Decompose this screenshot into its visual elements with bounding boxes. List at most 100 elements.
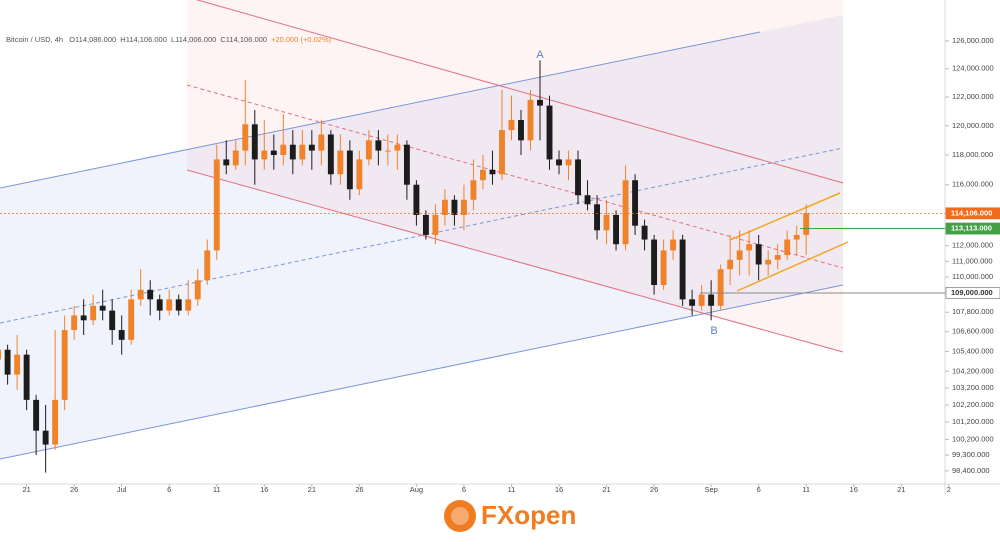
y-tick-label: 103,200.000 bbox=[952, 383, 994, 392]
candle-body bbox=[717, 269, 724, 306]
symbol: Bitcoin / USD, 4h bbox=[6, 35, 63, 44]
x-tick-label: 21 bbox=[897, 485, 905, 494]
y-tick-label: 107,800.000 bbox=[952, 307, 994, 316]
candle-body bbox=[403, 144, 410, 185]
y-tick-label: 126,000.000 bbox=[952, 36, 994, 45]
candle-body bbox=[308, 144, 315, 151]
annotation: B bbox=[710, 325, 717, 337]
candle-body bbox=[147, 289, 154, 300]
y-tick-label: 122,000.000 bbox=[952, 92, 994, 101]
red-channel-lower bbox=[186, 169, 844, 353]
y-tick-label: 101,200.000 bbox=[952, 417, 994, 426]
candle-body bbox=[784, 239, 791, 256]
candle-body bbox=[584, 195, 591, 205]
candle-body bbox=[727, 259, 734, 270]
candle-body bbox=[128, 299, 135, 340]
candle-body bbox=[156, 299, 163, 311]
annotation: A bbox=[536, 49, 544, 61]
candle-body bbox=[261, 150, 268, 160]
red-channel-mid bbox=[186, 84, 844, 269]
y-tick-label: 120,000.000 bbox=[952, 121, 994, 130]
open: O114,086.000 bbox=[69, 35, 116, 44]
y-tick-label: 116,000.000 bbox=[952, 180, 993, 189]
low: L114,006.000 bbox=[171, 35, 216, 44]
candle-body bbox=[460, 199, 467, 215]
candle-body bbox=[175, 299, 182, 311]
y-tick-label: 118,000.000 bbox=[952, 150, 993, 159]
logo-icon bbox=[444, 500, 476, 532]
close: C114,106.000 bbox=[220, 35, 267, 44]
candle-body bbox=[470, 180, 477, 200]
candle-body bbox=[632, 180, 639, 226]
x-tick-label: 16 bbox=[850, 485, 858, 494]
candle-body bbox=[299, 144, 306, 160]
candle-body bbox=[204, 250, 211, 281]
x-tick-label: 6 bbox=[757, 485, 761, 494]
candle-body bbox=[33, 399, 40, 431]
candle-body bbox=[489, 169, 496, 175]
candles bbox=[0, 60, 810, 473]
candle-body bbox=[603, 214, 610, 231]
candle-body bbox=[42, 430, 49, 445]
candle-body bbox=[651, 239, 658, 286]
candle-body bbox=[394, 144, 401, 151]
candle-body bbox=[499, 130, 505, 175]
blue-channel-upper bbox=[0, 31, 761, 189]
candle-body bbox=[698, 294, 705, 306]
candle-body bbox=[232, 150, 239, 166]
candle-body bbox=[708, 294, 715, 306]
candle-body bbox=[432, 214, 439, 235]
candle-body bbox=[223, 159, 230, 166]
candle-body bbox=[52, 399, 59, 445]
candle-body bbox=[556, 159, 562, 166]
candle-body bbox=[755, 244, 762, 265]
candle-body bbox=[327, 134, 334, 175]
price-label-box bbox=[945, 207, 1000, 220]
candle-body bbox=[537, 99, 543, 106]
candle-body bbox=[185, 299, 192, 311]
candle-body bbox=[375, 140, 382, 151]
candle-body bbox=[660, 250, 667, 286]
candle-body bbox=[14, 354, 21, 375]
candle-body bbox=[622, 180, 629, 245]
candle-body bbox=[451, 199, 458, 215]
candle-body bbox=[689, 299, 696, 306]
candle-body bbox=[774, 255, 781, 260]
blue-channel-fill bbox=[0, 15, 843, 459]
candle-body bbox=[337, 150, 344, 175]
candle-body bbox=[166, 299, 173, 311]
wedge-lower bbox=[736, 241, 849, 292]
candle-body bbox=[23, 354, 30, 400]
x-tick-label: 26 bbox=[650, 485, 658, 494]
candle-body bbox=[0, 349, 2, 360]
x-tick-label: 11 bbox=[508, 485, 516, 494]
change: +20.000 (+0.02%) bbox=[271, 35, 332, 44]
candle-body bbox=[365, 140, 372, 160]
candle-body bbox=[118, 330, 125, 340]
candle-body bbox=[565, 159, 572, 166]
candle-body bbox=[413, 184, 420, 215]
candle-body bbox=[109, 310, 116, 331]
candle-body bbox=[80, 315, 87, 321]
y-tick-label: 110,000.000 bbox=[952, 272, 993, 281]
candle-body bbox=[670, 239, 677, 251]
x-tick-label: Aug bbox=[410, 485, 423, 494]
y-tick-label: 112,000.000 bbox=[952, 241, 993, 250]
x-tick-label: 6 bbox=[167, 485, 171, 494]
candle-body bbox=[137, 289, 144, 300]
candle-body bbox=[422, 214, 429, 235]
candle-body bbox=[441, 199, 448, 215]
x-tick-label: 26 bbox=[355, 485, 363, 494]
x-tick-label: Sep bbox=[704, 485, 717, 494]
y-tick-label: 104,200.000 bbox=[952, 366, 994, 375]
y-tick-label: 111,000.000 bbox=[952, 256, 993, 265]
candle-body bbox=[613, 214, 620, 245]
x-tick-label: 6 bbox=[462, 485, 466, 494]
price-label: 109,000.000 bbox=[951, 288, 993, 297]
candle-body bbox=[746, 244, 753, 251]
candle-body bbox=[793, 234, 800, 240]
x-tick-label: 16 bbox=[555, 485, 563, 494]
